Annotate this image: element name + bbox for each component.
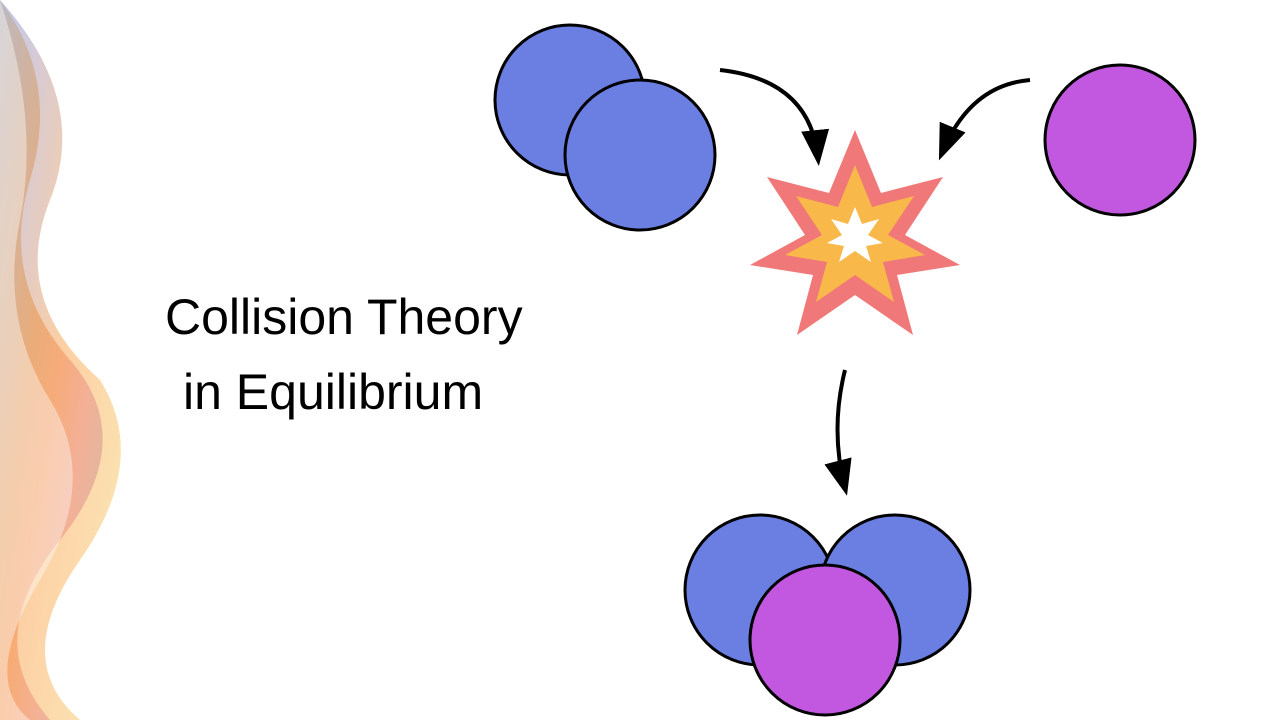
- collision-burst: [750, 130, 960, 335]
- collision-diagram: [0, 0, 1280, 720]
- arrow-right-to-burst: [942, 80, 1030, 153]
- reactant-blue-pair: [495, 25, 715, 230]
- product-purple-front: [750, 565, 900, 715]
- product-cluster: [685, 515, 970, 715]
- arrow-left-to-burst: [720, 70, 818, 158]
- blue-circle-front: [565, 80, 715, 230]
- arrow-burst-to-product: [838, 370, 846, 488]
- reactant-purple: [1045, 65, 1195, 215]
